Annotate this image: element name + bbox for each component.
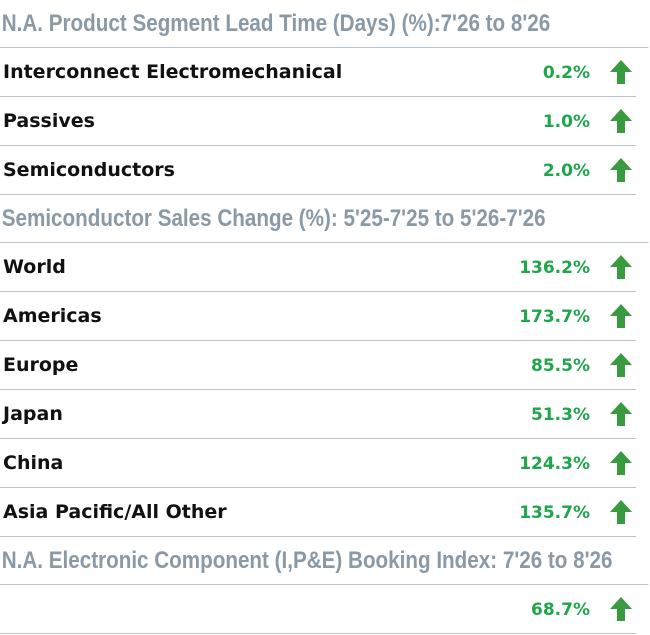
lead-time-section: N.A. Product Segment Lead Time (Days) (%… xyxy=(0,0,650,195)
arrow-up-icon xyxy=(610,255,632,279)
row-value: 2.0% xyxy=(542,161,590,181)
table-row: Japan 51.3% xyxy=(0,390,636,439)
arrow-up-icon xyxy=(610,451,632,475)
arrow-up-icon xyxy=(610,597,632,621)
table-row: Asia Pacific/All Other 135.7% xyxy=(0,488,636,537)
sales-change-section: Semiconductor Sales Change (%): 5'25-7'2… xyxy=(0,195,650,537)
table-row: Semiconductors 2.0% xyxy=(0,146,636,195)
arrow-up-icon xyxy=(610,109,632,133)
row-label: Semiconductors xyxy=(3,159,175,181)
row-label: Interconnect Electromechanical xyxy=(3,61,343,83)
table-row: Americas 173.7% xyxy=(0,292,636,341)
row-label: Japan xyxy=(3,403,63,425)
row-value: 124.3% xyxy=(519,454,590,474)
section-heading: Semiconductor Sales Change (%): 5'25-7'2… xyxy=(0,195,649,243)
row-label: World xyxy=(3,256,66,278)
row-label: China xyxy=(3,452,64,474)
table-row: Interconnect Electromechanical 0.2% xyxy=(0,48,636,97)
row-value: 135.7% xyxy=(519,503,590,523)
arrow-up-icon xyxy=(610,500,632,524)
arrow-up-icon xyxy=(610,402,632,426)
section-heading: N.A. Product Segment Lead Time (Days) (%… xyxy=(0,0,649,48)
row-label: Europe xyxy=(3,354,79,376)
row-value: 68.7% xyxy=(531,600,590,620)
table-row: Passives 1.0% xyxy=(0,97,636,146)
row-value: 85.5% xyxy=(531,356,590,376)
table-row: 68.7% xyxy=(0,585,636,634)
arrow-up-icon xyxy=(610,158,632,182)
row-label: Passives xyxy=(3,110,95,132)
row-label: Americas xyxy=(3,305,102,327)
section-heading: N.A. Electronic Component (I,P&E) Bookin… xyxy=(0,537,649,585)
arrow-up-icon xyxy=(610,60,632,84)
row-value: 0.2% xyxy=(542,63,590,83)
table-row: Europe 85.5% xyxy=(0,341,636,390)
row-value: 173.7% xyxy=(519,307,590,327)
row-value: 51.3% xyxy=(531,405,590,425)
table-row: World 136.2% xyxy=(0,243,636,292)
row-value: 1.0% xyxy=(542,112,590,132)
booking-index-section: N.A. Electronic Component (I,P&E) Bookin… xyxy=(0,537,650,634)
row-value: 136.2% xyxy=(519,258,590,278)
table-row: China 124.3% xyxy=(0,439,636,488)
arrow-up-icon xyxy=(610,353,632,377)
arrow-up-icon xyxy=(610,304,632,328)
row-label: Asia Pacific/All Other xyxy=(3,501,227,523)
